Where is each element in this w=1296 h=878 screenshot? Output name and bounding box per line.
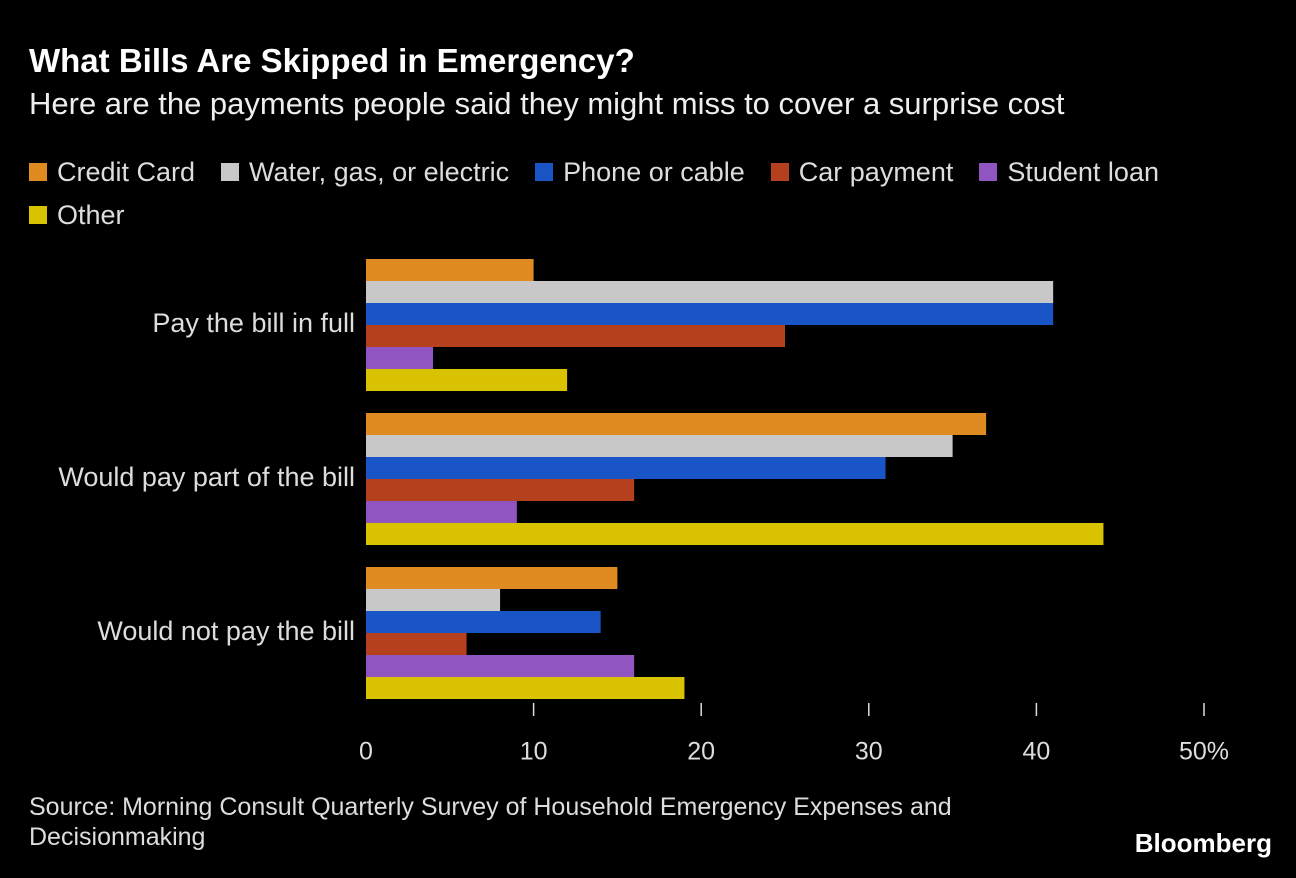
legend-item: Water, gas, or electric — [221, 155, 509, 189]
bar — [366, 479, 635, 501]
legend-item: Phone or cable — [535, 155, 745, 189]
chart-subtitle: Here are the payments people said they m… — [29, 86, 1065, 121]
bar — [366, 325, 785, 347]
bar — [366, 677, 685, 699]
bar — [366, 347, 434, 369]
y-tick-label: Pay the bill in full — [152, 308, 355, 338]
bar — [366, 633, 467, 655]
y-tick-label: Would pay part of the bill — [58, 462, 355, 492]
legend-item: Student loan — [979, 155, 1159, 189]
legend-item: Car payment — [770, 155, 954, 189]
legend-item: Credit Card — [29, 155, 195, 189]
legend-swatch — [535, 163, 554, 181]
x-tick-label: 0 — [359, 738, 373, 766]
bar — [366, 457, 886, 479]
bar — [366, 369, 568, 391]
legend: Credit Card Water, gas, or electric Phone … — [29, 155, 1259, 232]
x-tick-label: 50% — [1179, 738, 1229, 766]
bar — [366, 435, 953, 457]
bar — [366, 303, 1054, 325]
x-tick-label: 30 — [855, 738, 883, 766]
legend-label: Water, gas, or electric — [249, 157, 510, 187]
x-tick-label: 20 — [687, 738, 715, 766]
bar — [366, 611, 601, 633]
legend-swatch — [979, 163, 998, 181]
bar — [366, 259, 534, 281]
bar — [366, 567, 618, 589]
legend-swatch — [29, 163, 47, 181]
legend-swatch — [29, 206, 47, 224]
x-tick-label: 40 — [1022, 738, 1050, 766]
bar — [366, 589, 501, 611]
brand: Bloomberg — [1134, 828, 1272, 858]
chart-title: What Bills Are Skipped in Emergency? — [29, 42, 635, 79]
bar — [366, 281, 1054, 303]
legend-label: Car payment — [798, 157, 954, 187]
legend-label: Phone or cable — [563, 157, 745, 187]
bar — [366, 655, 635, 677]
legend-swatch — [221, 163, 240, 181]
legend-label: Credit Card — [57, 157, 196, 187]
x-tick-label: 10 — [520, 738, 548, 766]
legend-label: Student loan — [1007, 157, 1159, 187]
bar — [366, 413, 987, 435]
legend-item: Other — [29, 198, 125, 232]
legend-swatch — [770, 163, 789, 181]
y-tick-label: Would not pay the bill — [97, 616, 355, 646]
bar — [366, 501, 517, 523]
legend-label: Other — [57, 200, 125, 230]
bar — [366, 523, 1104, 545]
source: Source: Morning Consult Quarterly Survey… — [29, 793, 952, 851]
